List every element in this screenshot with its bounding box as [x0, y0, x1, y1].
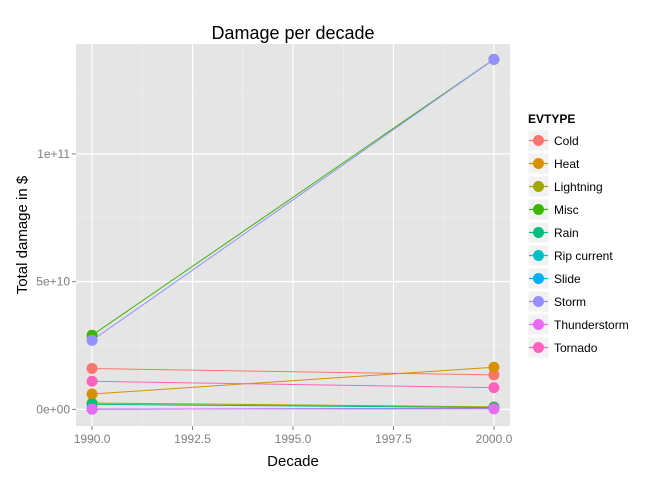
x-tick-label: 1997.5 [375, 432, 412, 446]
data-point [488, 403, 500, 415]
series-line [92, 380, 494, 389]
legend-key-point [533, 342, 544, 353]
legend-label: Lightning [554, 180, 603, 194]
x-tick-label: 1992.5 [174, 432, 211, 446]
legend-key-point [533, 250, 544, 261]
legend-key-point [533, 204, 544, 215]
legend-key-point [533, 319, 544, 330]
chart-title: Damage per decade [211, 23, 374, 43]
legend-key-point [533, 296, 544, 307]
legend-label: Cold [554, 134, 579, 148]
data-point [488, 361, 500, 373]
legend-label: Slide [554, 272, 581, 286]
data-point [86, 334, 98, 346]
legend-label: Heat [554, 157, 580, 171]
x-tick-label: 1995.0 [275, 432, 312, 446]
x-axis-ticks: 1990.0 1992.5 1995.0 1997.5 2000.0 [74, 426, 513, 446]
data-point [86, 403, 98, 415]
legend-key-point [533, 227, 544, 238]
legend-title: EVTYPE [528, 112, 575, 126]
series-line [92, 368, 494, 376]
series-line [91, 58, 495, 341]
legend-label: Misc [554, 203, 579, 217]
legend-label: Rip current [554, 249, 613, 263]
data-point [488, 53, 500, 65]
legend-key-point [533, 135, 544, 146]
series-line [91, 58, 495, 336]
legend-key-point [533, 181, 544, 192]
series-line [92, 403, 494, 409]
data-point [86, 388, 98, 400]
legend-key-point [533, 158, 544, 169]
grid-lines [76, 44, 510, 426]
legend-label: Thunderstorm [554, 318, 629, 332]
x-tick-label: 2000.0 [476, 432, 513, 446]
series-group [86, 53, 500, 415]
y-axis-ticks: 0e+00 5e+10 1e+11 [36, 147, 76, 416]
data-point [86, 375, 98, 387]
legend-key-point [533, 273, 544, 284]
legend-label: Rain [554, 226, 579, 240]
y-tick-label: 5e+10 [36, 275, 70, 289]
data-point [86, 363, 98, 375]
y-tick-label: 1e+11 [37, 147, 70, 161]
x-tick-label: 1990.0 [74, 432, 111, 446]
legend-label: Tornado [554, 341, 598, 355]
data-point [488, 369, 500, 381]
y-axis-title: Total damage in $ [14, 175, 31, 294]
legend-label: Storm [554, 295, 586, 309]
y-tick-label: 0e+00 [36, 402, 70, 416]
x-axis-title: Decade [267, 453, 319, 470]
legend: EVTYPE Cold Heat Lightning Misc Rain Rip curr… [527, 112, 629, 359]
series-line [92, 366, 494, 395]
data-point [488, 382, 500, 394]
series-line [92, 402, 494, 408]
